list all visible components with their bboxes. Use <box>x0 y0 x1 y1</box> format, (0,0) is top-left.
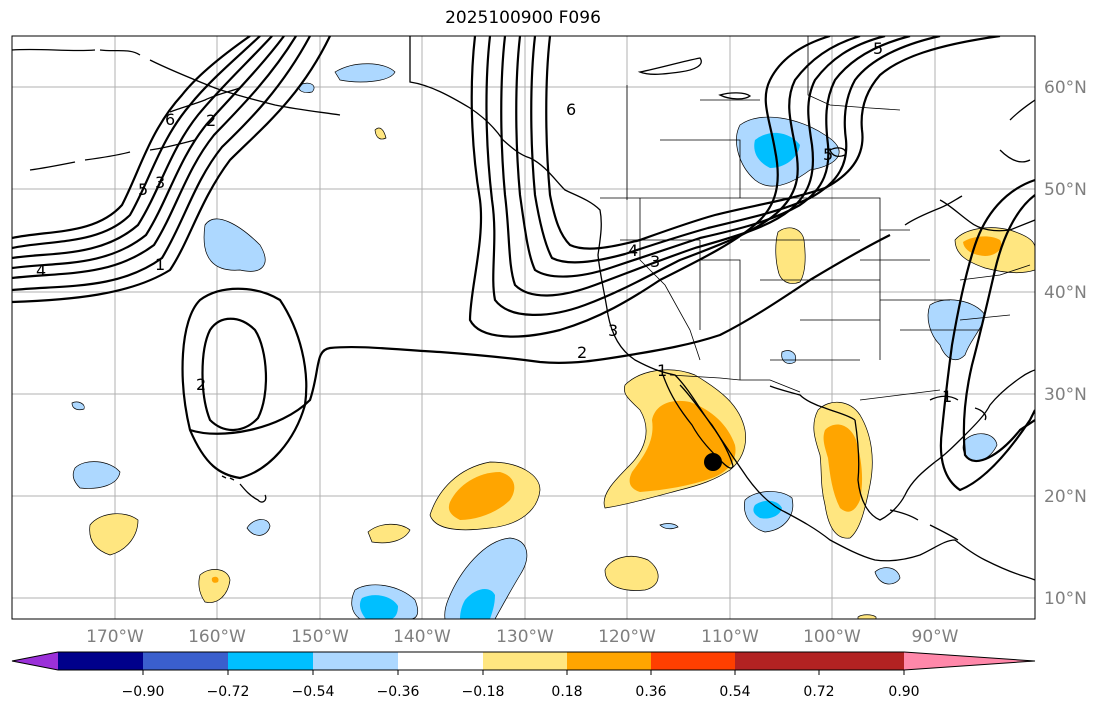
colorbar: −0.90 −0.72 −0.54 −0.36 −0.18 0.18 0.36 … <box>11 651 1036 700</box>
contour-label: 5 <box>873 39 883 58</box>
colorbar-segment <box>398 652 483 670</box>
colorbar-segment <box>58 652 143 670</box>
colorbar-tick-label: 0.18 <box>551 684 582 700</box>
stronger-negative-shading <box>359 132 800 619</box>
lon-label: 110°W <box>701 627 759 647</box>
height-contours <box>12 36 1035 492</box>
lon-label: 150°W <box>291 627 349 647</box>
coastlines <box>12 36 1035 581</box>
colorbar-min-extension <box>12 652 58 670</box>
longitude-axis: 170°W 160°W 150°W 140°W 130°W 120°W 110°… <box>86 627 959 647</box>
lon-label: 120°W <box>598 627 656 647</box>
contour-label: 2 <box>196 375 206 394</box>
contour-label: 6 <box>566 100 576 119</box>
colorbar-tick-label: −0.54 <box>292 684 335 700</box>
colorbar-tick-label: 0.90 <box>888 684 919 700</box>
contour-label: 2 <box>577 343 587 362</box>
lat-label: 40°N <box>1044 283 1087 303</box>
colorbar-tick-label: −0.36 <box>377 684 420 700</box>
contour-label: 4 <box>36 261 46 280</box>
lon-label: 170°W <box>86 627 144 647</box>
contour-label: 1 <box>942 387 952 406</box>
colorbar-segment <box>143 652 228 670</box>
map-title: 2025100900 F096 <box>445 8 601 28</box>
contour-label: 1 <box>155 255 165 274</box>
contour-label: 3 <box>608 321 618 340</box>
colorbar-tick-label: −0.90 <box>122 684 165 700</box>
map-area <box>12 36 1035 619</box>
colorbar-tick-label: 0.72 <box>803 684 834 700</box>
colorbar-segment <box>819 652 904 670</box>
latitude-axis: 60°N 50°N 40°N 30°N 20°N 10°N <box>1044 78 1087 609</box>
colorbar-outline <box>11 651 1036 671</box>
colorbar-max-extension <box>904 652 1035 670</box>
colorbar-tick-label: 0.54 <box>719 684 750 700</box>
lat-label: 30°N <box>1044 385 1087 405</box>
colorbar-tick-label: 0.36 <box>635 684 666 700</box>
contour-label: 2 <box>206 111 216 130</box>
lon-label: 100°W <box>803 627 861 647</box>
lon-label: 160°W <box>188 627 246 647</box>
contour-label: 6 <box>165 110 175 129</box>
colorbar-segment <box>735 652 819 670</box>
lat-label: 50°N <box>1044 180 1087 200</box>
lon-label: 130°W <box>496 627 554 647</box>
lat-label: 20°N <box>1044 487 1087 507</box>
location-marker-dot <box>704 453 722 471</box>
colorbar-segment <box>567 652 651 670</box>
contour-label: 3 <box>155 173 165 192</box>
contour-label: 5 <box>138 180 148 199</box>
contour-label: 3 <box>650 252 660 271</box>
colorbar-segment <box>228 652 313 670</box>
colorbar-tick-label: −0.72 <box>207 684 250 700</box>
colorbar-tick-label: −0.18 <box>462 684 505 700</box>
colorbar-segment <box>483 652 567 670</box>
contour-label: 1 <box>657 361 667 380</box>
colorbar-segment <box>651 652 735 670</box>
contour-label: 5 <box>823 145 833 164</box>
contour-labels: 4 5 3 6 2 1 2 6 5 4 3 3 2 1 5 1 <box>36 39 952 406</box>
map-frame <box>11 35 1036 620</box>
lon-label: 140°W <box>393 627 451 647</box>
colorbar-segment <box>313 652 398 670</box>
colorbar-ticks <box>142 670 905 675</box>
lat-label: 10°N <box>1044 589 1087 609</box>
lon-label: 90°W <box>912 627 959 647</box>
lat-label: 60°N <box>1044 78 1087 98</box>
contour-label: 4 <box>628 241 638 260</box>
